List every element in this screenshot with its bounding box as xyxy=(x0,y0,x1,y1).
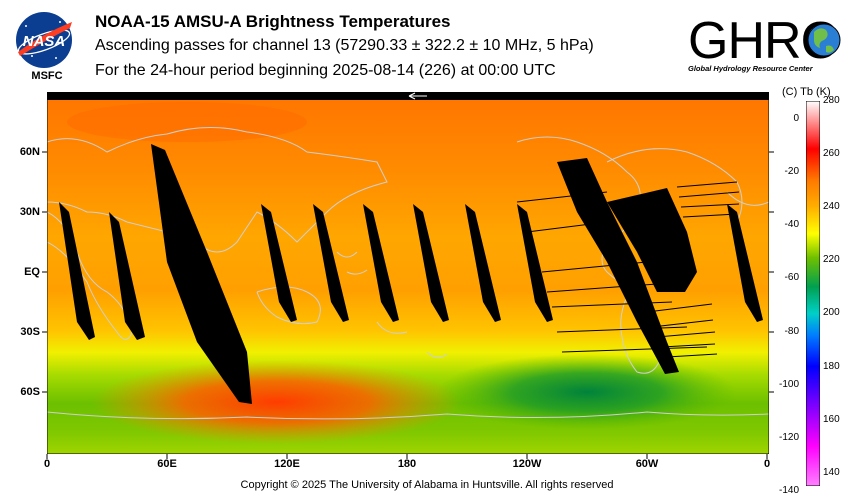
colorbar-celsius-label: -40 xyxy=(784,219,799,231)
lon-label-60w: 60W xyxy=(635,458,659,470)
colorbar-celsius-label: -20 xyxy=(784,166,799,178)
warm-anomaly xyxy=(92,360,462,444)
swath-gaps xyxy=(59,144,763,404)
page-title: NOAA-15 AMSU-A Brightness Temperatures xyxy=(95,12,451,31)
ghrc-subtitle: Global Hydrology Resource Center xyxy=(688,64,813,73)
colorbar-celsius-label: -140 xyxy=(778,484,799,496)
colorbar-kelvin-label: 240 xyxy=(823,201,840,213)
colorbar-celsius-label: -60 xyxy=(784,272,799,284)
period-subtitle: For the 24-hour period beginning 2025-08… xyxy=(95,62,556,79)
colorbar-celsius-label: -120 xyxy=(778,431,799,443)
lat-label-30s: 30S xyxy=(20,326,40,338)
lon-label-120w: 120W xyxy=(512,458,542,470)
copyright-footer: Copyright © 2025 The University of Alaba… xyxy=(240,479,614,491)
colorbar-header: (C) Tb (K) xyxy=(782,86,831,98)
scan-direction-arrow-icon xyxy=(408,92,427,100)
nasa-center-label: MSFC xyxy=(31,70,63,82)
cold-anomaly xyxy=(437,354,737,430)
colorbar-celsius-label: -80 xyxy=(784,325,799,337)
lat-label-eq: EQ xyxy=(24,266,40,278)
lon-label-60e: 60E xyxy=(157,458,177,470)
nasa-logo: NASA xyxy=(16,12,72,68)
colorbar-kelvin-label: 140 xyxy=(823,466,840,478)
colorbar-kelvin-label: 260 xyxy=(823,148,840,160)
colorbar-celsius-label: -100 xyxy=(778,378,799,390)
colorbar-celsius-label: 0 xyxy=(793,113,799,125)
lon-label-0: 0 xyxy=(43,458,51,470)
colorbar xyxy=(806,101,820,486)
swath-edge-lines xyxy=(516,181,740,358)
nasa-logo-text: NASA xyxy=(23,33,66,50)
lon-label-0-east: 0 xyxy=(763,458,771,470)
channel-subtitle: Ascending passes for channel 13 (57290.3… xyxy=(95,37,594,54)
brightness-map xyxy=(47,92,769,454)
colorbar-kelvin-label: 280 xyxy=(823,95,840,106)
axis-ticks xyxy=(42,151,774,459)
ghrc-logo: GHRC xyxy=(688,6,848,70)
lat-label-60s: 60S xyxy=(20,386,40,398)
colorbar-kelvin-label: 200 xyxy=(823,307,840,319)
colorbar-kelvin-label: 180 xyxy=(823,360,840,372)
colorbar-kelvin-label: 220 xyxy=(823,254,840,266)
lat-label-60n: 60N xyxy=(19,146,40,158)
lon-label-120e: 120E xyxy=(274,458,300,470)
no-data-band xyxy=(47,92,769,100)
lon-label-180: 180 xyxy=(397,458,417,470)
lat-label-30n: 30N xyxy=(19,206,40,218)
colorbar-kelvin-label: 160 xyxy=(823,413,840,425)
